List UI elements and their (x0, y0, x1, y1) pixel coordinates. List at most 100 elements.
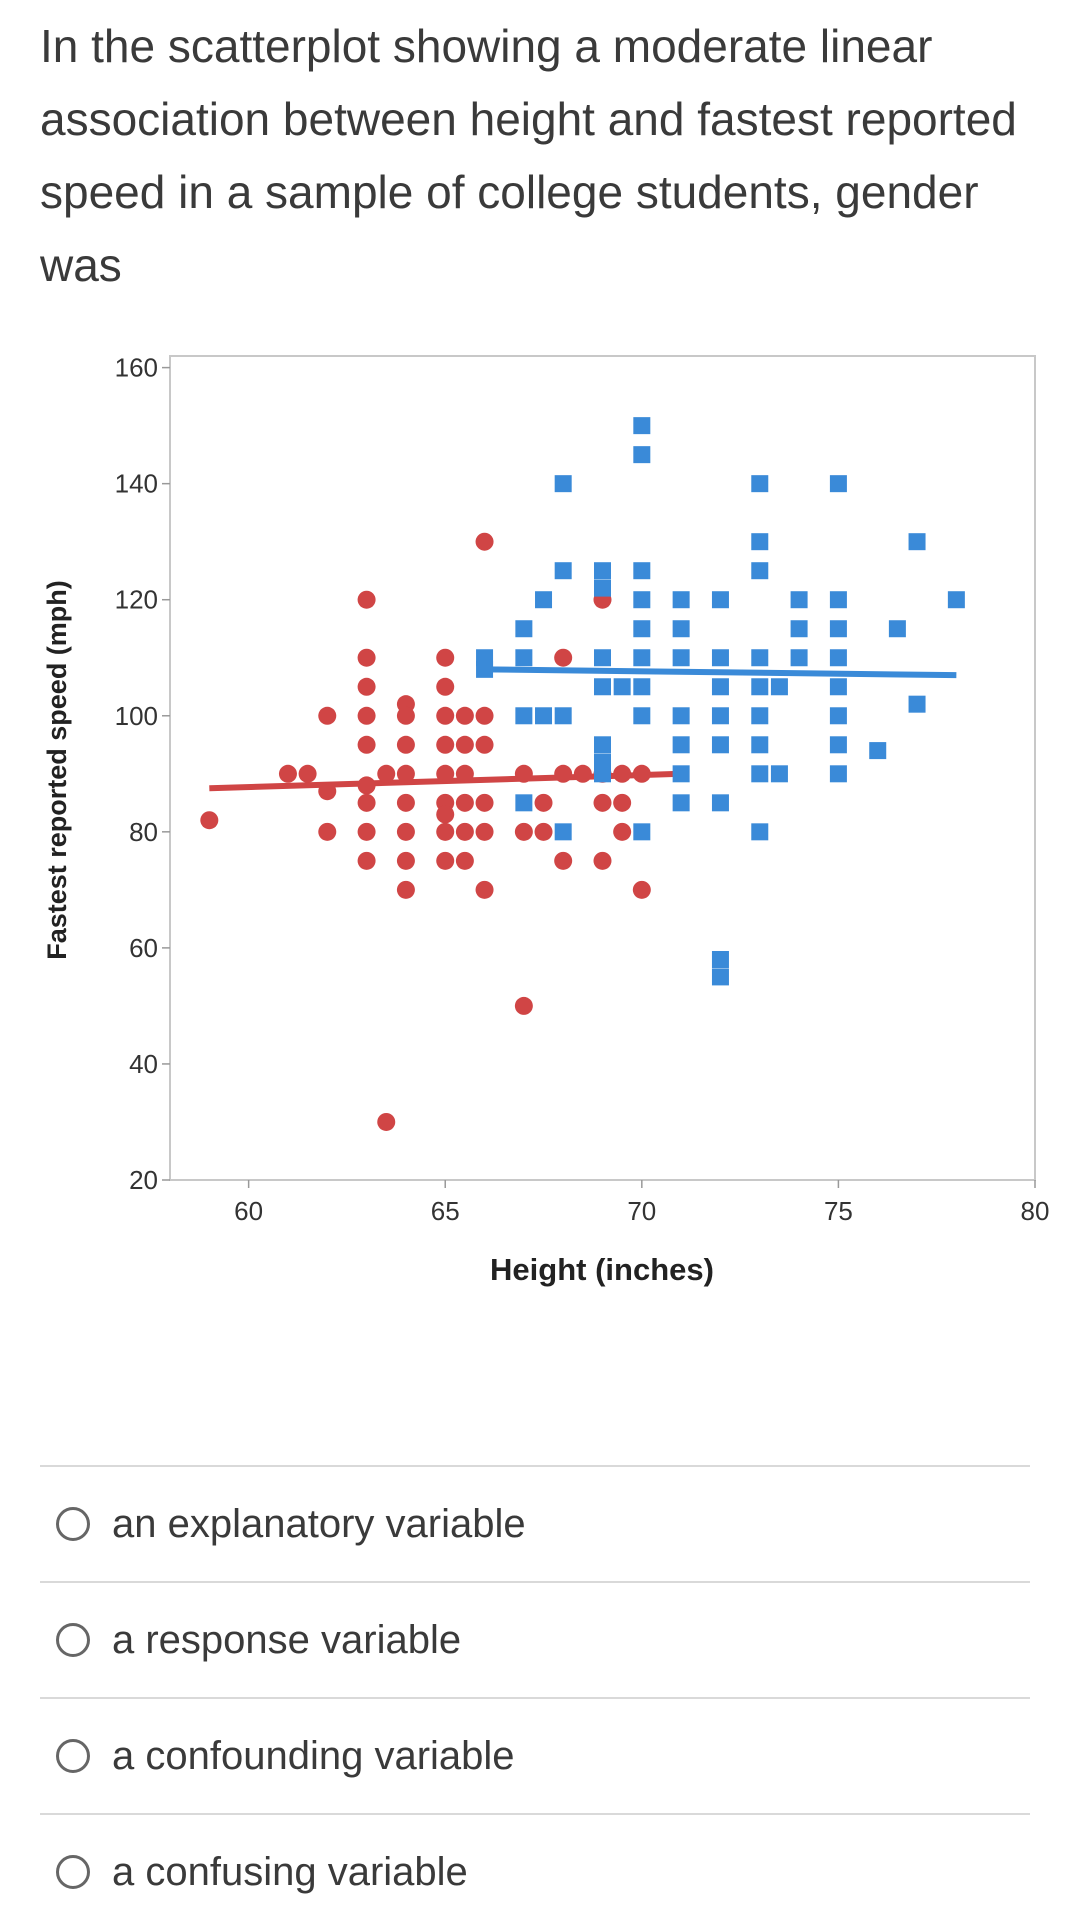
data-point-square (751, 678, 769, 696)
data-point-circle (318, 782, 337, 801)
data-point-square (633, 562, 651, 580)
data-point-square (790, 591, 808, 609)
data-point-square (554, 823, 572, 841)
option-confounding[interactable]: a confounding variable (40, 1697, 1030, 1813)
data-point-square (869, 742, 887, 760)
data-point-circle (396, 764, 415, 783)
data-point-circle (613, 793, 632, 812)
scatterplot-chart: 60 65 70 75 80 20 40 60 80 100 120 140 160 Height (i… (42, 353, 1050, 1287)
data-point-square (751, 736, 769, 754)
data-point-square (908, 695, 926, 713)
data-point-circle (396, 880, 415, 899)
data-point-circle (436, 805, 455, 824)
data-point-square (535, 707, 553, 725)
data-point-circle (475, 706, 494, 725)
data-point-circle (357, 706, 376, 725)
data-point-circle (455, 735, 474, 754)
y-tick-label: 60 (129, 933, 158, 963)
option-confusing[interactable]: a confusing variable (40, 1813, 1030, 1929)
answer-options: an explanatory variable a response varia… (40, 1465, 1030, 1929)
x-tick-label: 60 (234, 1196, 263, 1226)
option-explanatory[interactable]: an explanatory variable (40, 1465, 1030, 1581)
data-point-square (535, 591, 553, 609)
data-point-square (829, 736, 847, 754)
data-point-circle (357, 822, 376, 841)
x-tick-label: 65 (431, 1196, 460, 1226)
data-point-square (888, 620, 906, 638)
option-label: a confusing variable (112, 1849, 468, 1894)
data-point-square (672, 794, 690, 812)
data-point-circle (436, 648, 455, 667)
data-point-circle (318, 706, 337, 725)
data-point-square (711, 794, 729, 812)
data-point-circle (475, 532, 494, 551)
data-point-square (633, 620, 651, 638)
radio-button[interactable] (56, 1507, 90, 1541)
y-tick-label: 100 (115, 701, 158, 731)
data-point-circle (455, 706, 474, 725)
y-tick-label: 20 (129, 1165, 158, 1195)
data-point-circle (593, 851, 612, 870)
data-point-square (515, 620, 533, 638)
data-point-circle (396, 706, 415, 725)
data-point-square (751, 649, 769, 667)
data-point-square (711, 649, 729, 667)
data-point-circle (298, 764, 317, 783)
data-point-circle (632, 880, 651, 899)
data-point-circle (357, 648, 376, 667)
data-point-square (613, 678, 631, 696)
data-point-square (594, 649, 611, 667)
data-point-square (633, 823, 651, 841)
data-point-square (594, 765, 611, 783)
data-point-circle (475, 880, 494, 899)
y-tick-label: 80 (129, 817, 158, 847)
data-point-square (476, 660, 494, 678)
radio-button[interactable] (56, 1623, 90, 1657)
data-point-square (751, 765, 769, 783)
data-point-square (672, 736, 690, 754)
data-point-square (633, 678, 651, 696)
data-point-square (633, 649, 651, 667)
data-point-square (751, 707, 769, 725)
data-point-circle (455, 822, 474, 841)
data-point-square (594, 579, 611, 597)
data-point-square (829, 765, 847, 783)
data-point-circle (357, 851, 376, 870)
data-point-circle (632, 764, 651, 783)
data-point-square (790, 620, 808, 638)
data-point-circle (475, 822, 494, 841)
data-point-circle (436, 822, 455, 841)
data-point-square (633, 591, 651, 609)
data-point-square (829, 707, 847, 725)
y-tick-label: 120 (115, 585, 158, 615)
data-point-square (947, 591, 965, 609)
data-point-circle (436, 677, 455, 696)
data-point-square (672, 707, 690, 725)
data-point-circle (396, 793, 415, 812)
data-point-circle (455, 793, 474, 812)
y-tick-label: 160 (115, 353, 158, 383)
data-point-circle (396, 822, 415, 841)
data-point-circle (357, 735, 376, 754)
x-tick-label: 80 (1021, 1196, 1050, 1226)
data-point-circle (436, 735, 455, 754)
data-point-square (829, 475, 847, 493)
data-point-square (672, 620, 690, 638)
x-axis-label: Height (inches) (490, 1252, 714, 1287)
data-point-circle (613, 764, 632, 783)
radio-button[interactable] (56, 1855, 90, 1889)
data-point-circle (357, 677, 376, 696)
data-point-square (711, 591, 729, 609)
data-point-square (790, 649, 808, 667)
data-point-circle (554, 851, 573, 870)
option-response[interactable]: a response variable (40, 1581, 1030, 1697)
data-point-circle (436, 764, 455, 783)
x-tick-label: 75 (824, 1196, 853, 1226)
data-point-circle (514, 822, 533, 841)
radio-button[interactable] (56, 1739, 90, 1773)
data-point-square (770, 765, 788, 783)
data-point-circle (593, 793, 612, 812)
data-point-square (751, 475, 769, 493)
plot-frame (169, 355, 1036, 1181)
data-point-circle (534, 793, 553, 812)
